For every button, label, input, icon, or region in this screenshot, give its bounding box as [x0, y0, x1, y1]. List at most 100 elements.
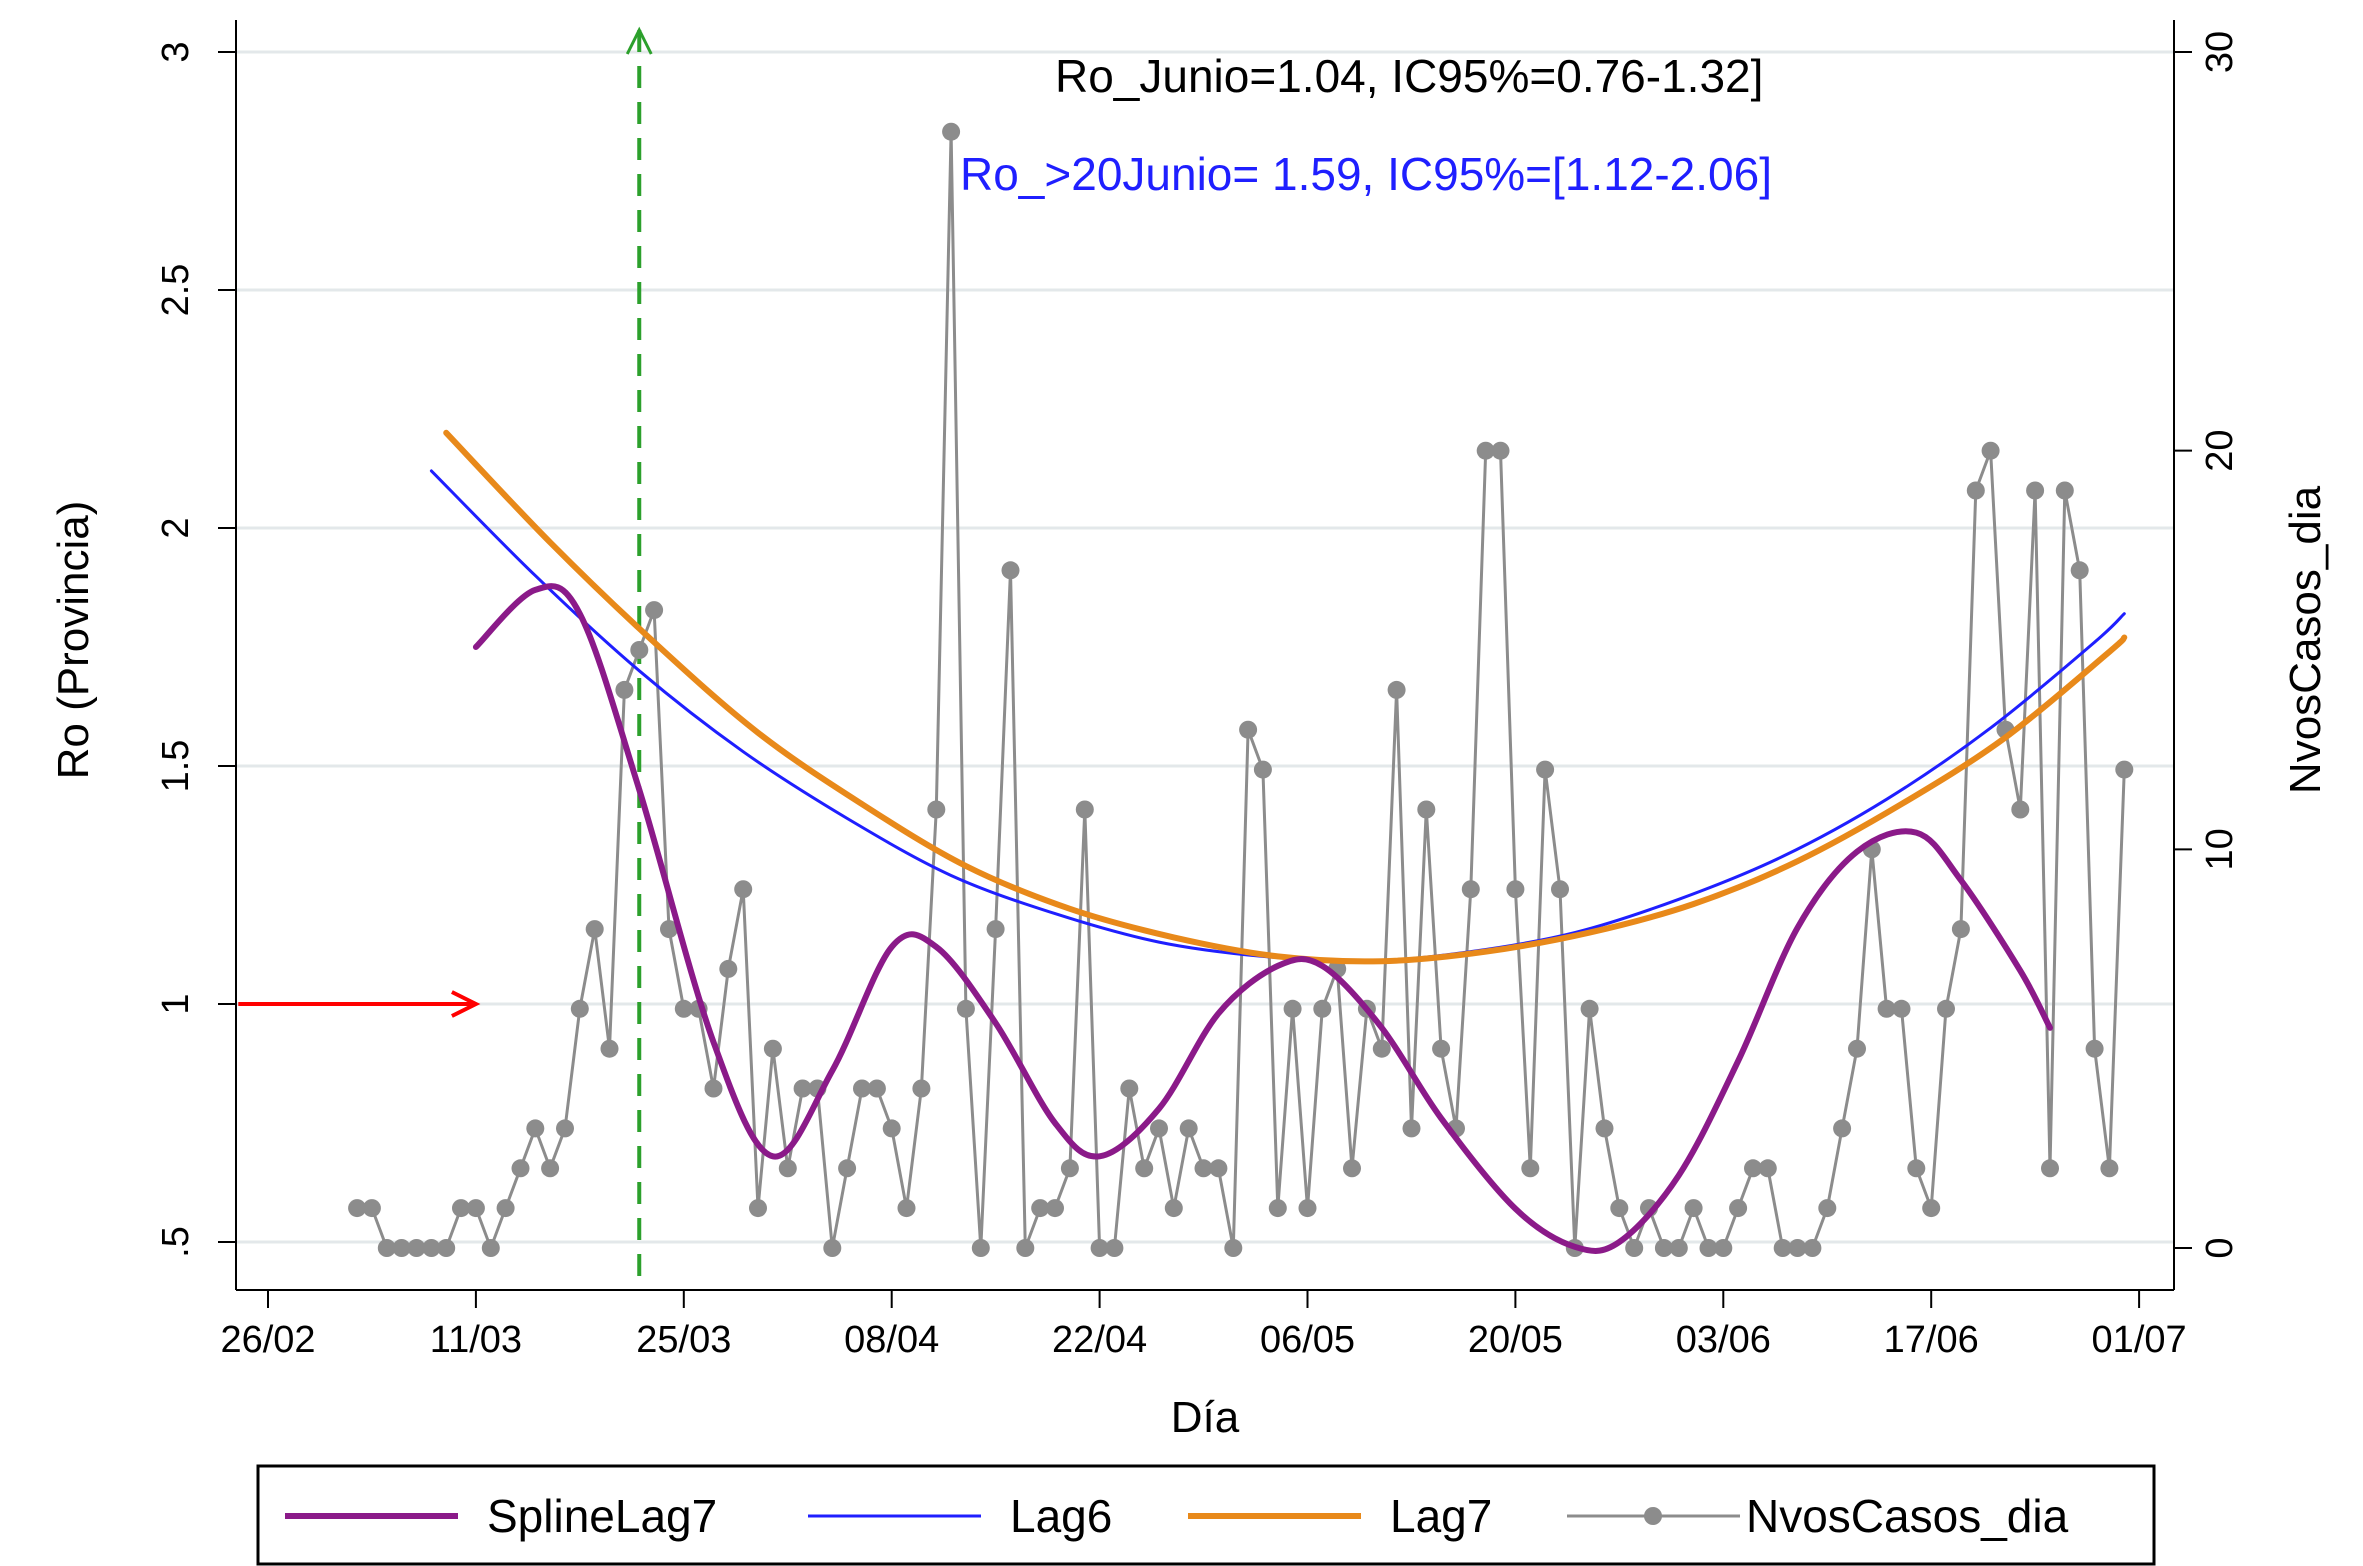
- series-nvoscasos-point: [1150, 1119, 1168, 1138]
- series-nvoscasos-point: [1417, 800, 1436, 819]
- series-nvoscasos-point: [1536, 760, 1555, 779]
- series-nvoscasos-point: [348, 1199, 367, 1218]
- left-tick-label: 2: [155, 517, 197, 538]
- series-nvoscasos-point: [1951, 920, 1970, 939]
- series-nvoscasos-point: [630, 641, 649, 659]
- series-nvoscasos-point: [1907, 1159, 1926, 1178]
- series-nvoscasos-point: [1610, 1199, 1629, 1218]
- left-tick-label: 3: [155, 41, 197, 62]
- y-left-axis-title: Ro (Provincia): [49, 501, 98, 780]
- series-nvoscasos-point: [1298, 1199, 1317, 1218]
- series-nvoscasos-point: [763, 1039, 782, 1058]
- series-splinelag7-line: [472, 583, 2053, 1254]
- x-tick-label: 06/05: [1260, 1319, 1355, 1361]
- y-right-axis-title: NvosCasos_dia: [2281, 485, 2330, 794]
- series-nvoscasos-point: [704, 1079, 723, 1098]
- x-tick-label: 03/06: [1676, 1319, 1771, 1361]
- series-nvoscasos-point: [1046, 1199, 1064, 1218]
- series-nvoscasos-point: [1016, 1239, 1035, 1257]
- series-nvoscasos-point: [526, 1119, 545, 1138]
- series-nvoscasos-point: [1877, 999, 1896, 1018]
- series-nvoscasos-point: [823, 1239, 842, 1257]
- series-nvoscasos-point: [956, 999, 975, 1018]
- series-nvoscasos-point: [853, 1079, 871, 1098]
- vertical-marker-arrowhead: [625, 26, 653, 55]
- series-nvoscasos-point: [1506, 880, 1525, 899]
- series-nvoscasos-point: [2070, 561, 2089, 580]
- series-nvoscasos-point: [377, 1239, 396, 1257]
- series-nvoscasos-point: [1224, 1239, 1243, 1257]
- series-nvoscasos-point: [1313, 999, 1332, 1018]
- series-nvoscasos-point: [600, 1039, 619, 1058]
- series-nvoscasos-point: [1937, 999, 1955, 1018]
- x-axis: 26/02 11/03 25/03 08/04 22/04 06/05 20/05 03/06…: [220, 1290, 2187, 1361]
- series-nvoscasos-point: [1031, 1199, 1050, 1218]
- x-tick-label: 08/04: [844, 1319, 939, 1361]
- legend-label-nvoscasos: NvosCasos_dia: [1746, 1490, 2069, 1542]
- series-nvoscasos-point: [1283, 999, 1302, 1018]
- series-layer: [238, 26, 2134, 1290]
- series-nvoscasos-point: [778, 1159, 797, 1178]
- series-nvoscasos-point: [1981, 441, 2000, 460]
- series-nvoscasos-point: [1060, 1159, 1079, 1178]
- series-nvoscasos-point: [1729, 1199, 1748, 1218]
- series-nvoscasos-point: [1818, 1199, 1837, 1218]
- series-nvoscasos-point: [1194, 1159, 1213, 1178]
- series-nvoscasos-point: [882, 1119, 901, 1138]
- series-nvoscasos-point: [1788, 1239, 1807, 1257]
- series-nvoscasos-point: [407, 1239, 426, 1257]
- series-nvoscasos-point: [422, 1239, 441, 1257]
- series-nvoscasos-point: [2085, 1039, 2104, 1058]
- series-nvoscasos-point: [719, 959, 738, 978]
- series-nvoscasos-point: [1491, 441, 1510, 460]
- series-nvoscasos-point: [867, 1079, 886, 1098]
- series-nvoscasos-point: [674, 999, 693, 1018]
- x-tick-label: 22/04: [1052, 1319, 1147, 1361]
- series-nvoscasos-point: [1179, 1119, 1198, 1138]
- left-tick-label: 1: [155, 993, 197, 1014]
- right-axis: 0 10 20 30: [2174, 31, 2241, 1259]
- legend-marker-nvoscasos: [1644, 1507, 1662, 1525]
- series-nvoscasos-point: [2115, 760, 2134, 779]
- series-nvoscasos-point: [570, 999, 589, 1018]
- x-tick-label: 11/03: [430, 1319, 522, 1361]
- series-nvoscasos-point: [2100, 1159, 2119, 1178]
- series-nvoscasos-point: [986, 920, 1005, 939]
- reference-arrow-head: [451, 990, 481, 1018]
- legend-label-lag7: Lag7: [1390, 1490, 1492, 1542]
- x-tick-label: 01/07: [2092, 1319, 2187, 1361]
- series-nvoscasos-point: [392, 1239, 411, 1257]
- series-nvoscasos-point: [1892, 999, 1911, 1018]
- left-tick-label: 2.5: [155, 264, 197, 317]
- left-axis: .5 1 1.5 2 2.5 3: [155, 41, 236, 1258]
- left-tick-label: 1.5: [155, 740, 197, 793]
- series-nvoscasos-point: [1432, 1039, 1451, 1058]
- series-nvoscasos-point: [942, 122, 961, 141]
- series-nvoscasos-point: [1833, 1119, 1852, 1138]
- series-nvoscasos-point: [2055, 481, 2074, 500]
- legend-label-splinelag7: SplineLag7: [487, 1490, 717, 1542]
- legend: SplineLag7 Lag6 Lag7 NvosCasos_dia: [256, 1464, 2156, 1566]
- series-nvoscasos-point: [1773, 1239, 1792, 1257]
- series-nvoscasos-point: [1135, 1159, 1154, 1178]
- series-nvoscasos-point: [838, 1159, 857, 1178]
- series-nvoscasos-point: [511, 1159, 530, 1178]
- x-tick-label: 26/02: [220, 1319, 315, 1361]
- series-nvoscasos-point: [1625, 1239, 1644, 1257]
- series-nvoscasos-point: [1803, 1239, 1822, 1257]
- series-nvoscasos-point: [1387, 680, 1406, 699]
- series-nvoscasos-point: [734, 880, 753, 899]
- series-nvoscasos-point: [1684, 1199, 1703, 1218]
- right-tick-label: 0: [2199, 1237, 2241, 1258]
- series-nvoscasos-point: [466, 1199, 485, 1218]
- series-nvoscasos-point: [1253, 760, 1272, 779]
- series-nvoscasos-point: [1595, 1119, 1614, 1138]
- series-nvoscasos-point: [1758, 1159, 1777, 1178]
- right-tick-label: 10: [2199, 828, 2241, 870]
- annotation-ro-junio: Ro_Junio=1.04, IC95%=0.76-1.32]: [1055, 50, 1763, 102]
- series-nvoscasos-point: [2026, 481, 2045, 500]
- x-tick-label: 17/06: [1884, 1319, 1979, 1361]
- right-tick-label: 30: [2199, 31, 2241, 73]
